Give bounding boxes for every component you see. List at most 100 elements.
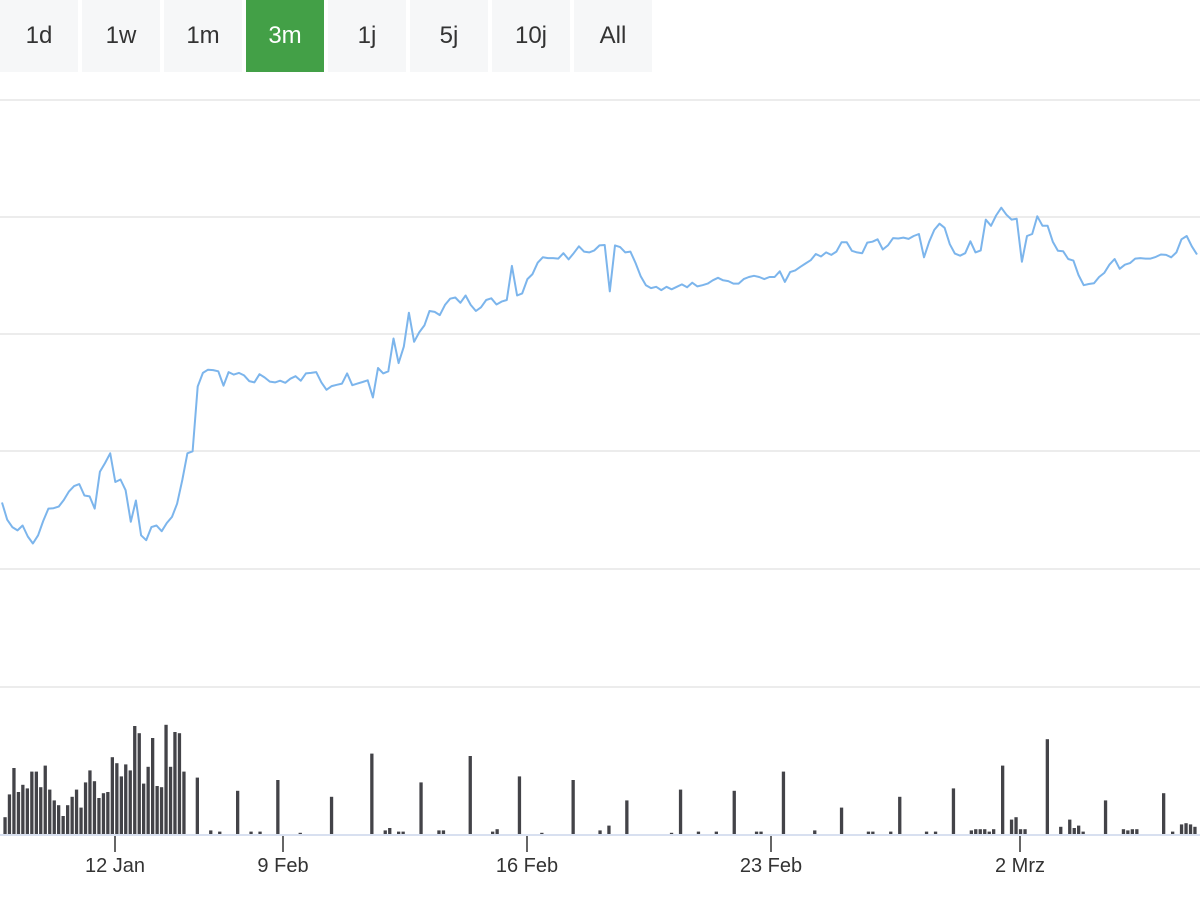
x-tick-label: 12 Jan bbox=[85, 855, 145, 877]
volume-bar bbox=[1121, 829, 1126, 834]
volume-bar bbox=[987, 831, 991, 834]
volume-bar bbox=[696, 831, 701, 834]
volume-bar bbox=[177, 733, 182, 834]
volume-bar bbox=[978, 829, 982, 834]
volume-bar bbox=[1023, 829, 1027, 834]
volume-bar bbox=[1045, 739, 1049, 834]
volume-bar bbox=[992, 829, 996, 834]
volume-bar bbox=[1059, 826, 1063, 834]
volume-bar bbox=[34, 771, 38, 834]
volume-bar bbox=[142, 783, 146, 834]
x-axis: 12 Jan 9 Feb 16 Feb 23 Feb 2 Mrz bbox=[85, 836, 1045, 877]
volume-bar bbox=[759, 831, 763, 834]
volume-bar bbox=[52, 800, 56, 834]
volume-bar bbox=[88, 770, 92, 834]
volume-bar bbox=[146, 766, 150, 834]
volume-bar bbox=[39, 787, 43, 834]
volume-bar bbox=[983, 829, 987, 834]
volume-bar bbox=[1103, 800, 1108, 834]
x-tick-label: 9 Feb bbox=[257, 855, 308, 877]
volume-bar bbox=[66, 805, 70, 834]
volume-bar bbox=[839, 807, 844, 834]
volume-bar bbox=[866, 831, 871, 834]
volume-bar bbox=[974, 829, 978, 834]
volume-bar bbox=[419, 782, 423, 834]
volume-bar bbox=[119, 776, 123, 834]
range-button-1j[interactable]: 1j bbox=[328, 0, 406, 72]
volume-bar bbox=[155, 786, 159, 834]
volume-bar bbox=[491, 831, 495, 834]
x-tick-label: 23 Feb bbox=[740, 855, 802, 877]
volume-bar bbox=[1081, 831, 1085, 834]
range-button-5j[interactable]: 5j bbox=[410, 0, 488, 72]
volume-bar bbox=[57, 805, 61, 834]
volume-bar bbox=[924, 831, 929, 834]
volume-bar bbox=[495, 829, 499, 834]
volume-bar bbox=[30, 771, 34, 834]
volume-bar bbox=[370, 753, 374, 834]
volume-bar bbox=[110, 757, 114, 834]
volume-bar bbox=[871, 831, 875, 834]
volume-bar bbox=[61, 816, 65, 834]
volume-bar bbox=[517, 776, 522, 834]
x-tick-label: 2 Mrz bbox=[995, 855, 1045, 877]
volume-bar bbox=[678, 789, 683, 834]
volume-bar bbox=[249, 831, 253, 834]
volume-bar bbox=[1018, 829, 1023, 834]
volume-bar bbox=[1014, 817, 1018, 834]
volume-bar bbox=[298, 832, 302, 834]
volume-bar bbox=[1126, 830, 1130, 834]
range-button-1m[interactable]: 1m bbox=[164, 0, 242, 72]
volume-bar bbox=[1193, 826, 1197, 834]
volume-bar bbox=[388, 828, 392, 834]
volume-bar bbox=[468, 756, 472, 834]
volume-bar bbox=[951, 788, 956, 834]
volume-bar bbox=[401, 831, 405, 834]
volume-bar bbox=[25, 788, 29, 834]
volume-bar bbox=[969, 830, 973, 834]
volume-bar bbox=[74, 789, 79, 834]
volume-bar bbox=[571, 780, 575, 834]
volume-bar bbox=[92, 781, 97, 834]
volume-bar bbox=[128, 770, 132, 834]
range-button-1w[interactable]: 1w bbox=[82, 0, 160, 72]
volume-bar bbox=[83, 782, 88, 834]
volume-bar bbox=[3, 817, 7, 834]
range-button-all[interactable]: All bbox=[574, 0, 652, 72]
volume-bar bbox=[101, 793, 106, 834]
chart-grid bbox=[0, 99, 1200, 688]
range-button-3m[interactable]: 3m bbox=[246, 0, 324, 72]
volume-bar bbox=[133, 726, 137, 834]
volume-bar bbox=[258, 831, 262, 834]
volume-bar bbox=[115, 763, 119, 834]
volume-bar bbox=[1188, 824, 1193, 834]
range-selector: 1d 1w 1m 3m 1j 5j 10j All bbox=[0, 0, 652, 72]
volume-bar bbox=[898, 796, 902, 834]
volume-bar bbox=[732, 790, 736, 834]
volume-bar bbox=[669, 832, 674, 834]
volume-bar bbox=[1077, 825, 1081, 834]
volume-bar bbox=[813, 830, 817, 834]
range-button-10j[interactable]: 10j bbox=[492, 0, 570, 72]
volume-bar bbox=[97, 798, 101, 834]
volume-bar bbox=[164, 724, 168, 834]
volume-bar bbox=[12, 768, 16, 834]
range-button-1d[interactable]: 1d bbox=[0, 0, 78, 72]
volume-bar bbox=[607, 825, 611, 834]
volume-bar bbox=[329, 796, 334, 834]
volume-bar bbox=[236, 790, 240, 834]
volume-bar bbox=[276, 780, 280, 834]
volume-bar bbox=[106, 792, 110, 834]
volume-bar bbox=[182, 771, 186, 834]
volume-bar bbox=[16, 792, 21, 834]
volume-bar bbox=[70, 796, 74, 834]
volume-bar bbox=[21, 784, 25, 834]
volume-bar bbox=[1171, 831, 1175, 834]
volume-bar bbox=[383, 830, 387, 834]
volume-bar bbox=[540, 832, 544, 834]
volume-bar bbox=[168, 766, 173, 834]
volume-bar bbox=[7, 794, 12, 834]
volume-bar bbox=[598, 830, 602, 834]
volume-bar bbox=[933, 831, 938, 834]
